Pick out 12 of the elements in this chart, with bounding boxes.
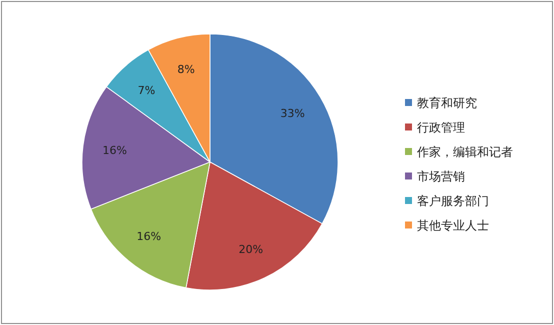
legend-label: 市场营销 [417,170,465,184]
legend-label: 作家，编辑和记者 [416,145,513,159]
data-label: 8% [177,63,195,76]
data-label: 7% [138,84,156,97]
data-label: 33% [280,107,305,120]
data-label: 16% [102,144,127,157]
data-label: 16% [136,230,162,243]
legend-label: 客户服务部门 [417,194,489,208]
legend-label: 教育和研究 [417,96,477,110]
data-label: 20% [238,242,264,256]
legend-label: 行政管理 [417,120,465,134]
legend-label: 其他专业人士 [417,218,489,232]
